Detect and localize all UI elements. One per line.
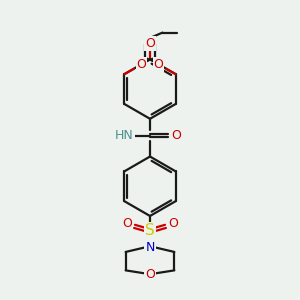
Text: O: O — [122, 217, 132, 230]
Text: HN: HN — [115, 129, 134, 142]
Text: O: O — [154, 58, 164, 71]
Text: N: N — [145, 241, 155, 254]
Text: O: O — [145, 268, 155, 281]
Text: O: O — [171, 129, 181, 142]
Text: O: O — [168, 217, 178, 230]
Text: O: O — [145, 38, 155, 50]
Text: S: S — [145, 223, 155, 238]
Text: O: O — [136, 58, 146, 71]
